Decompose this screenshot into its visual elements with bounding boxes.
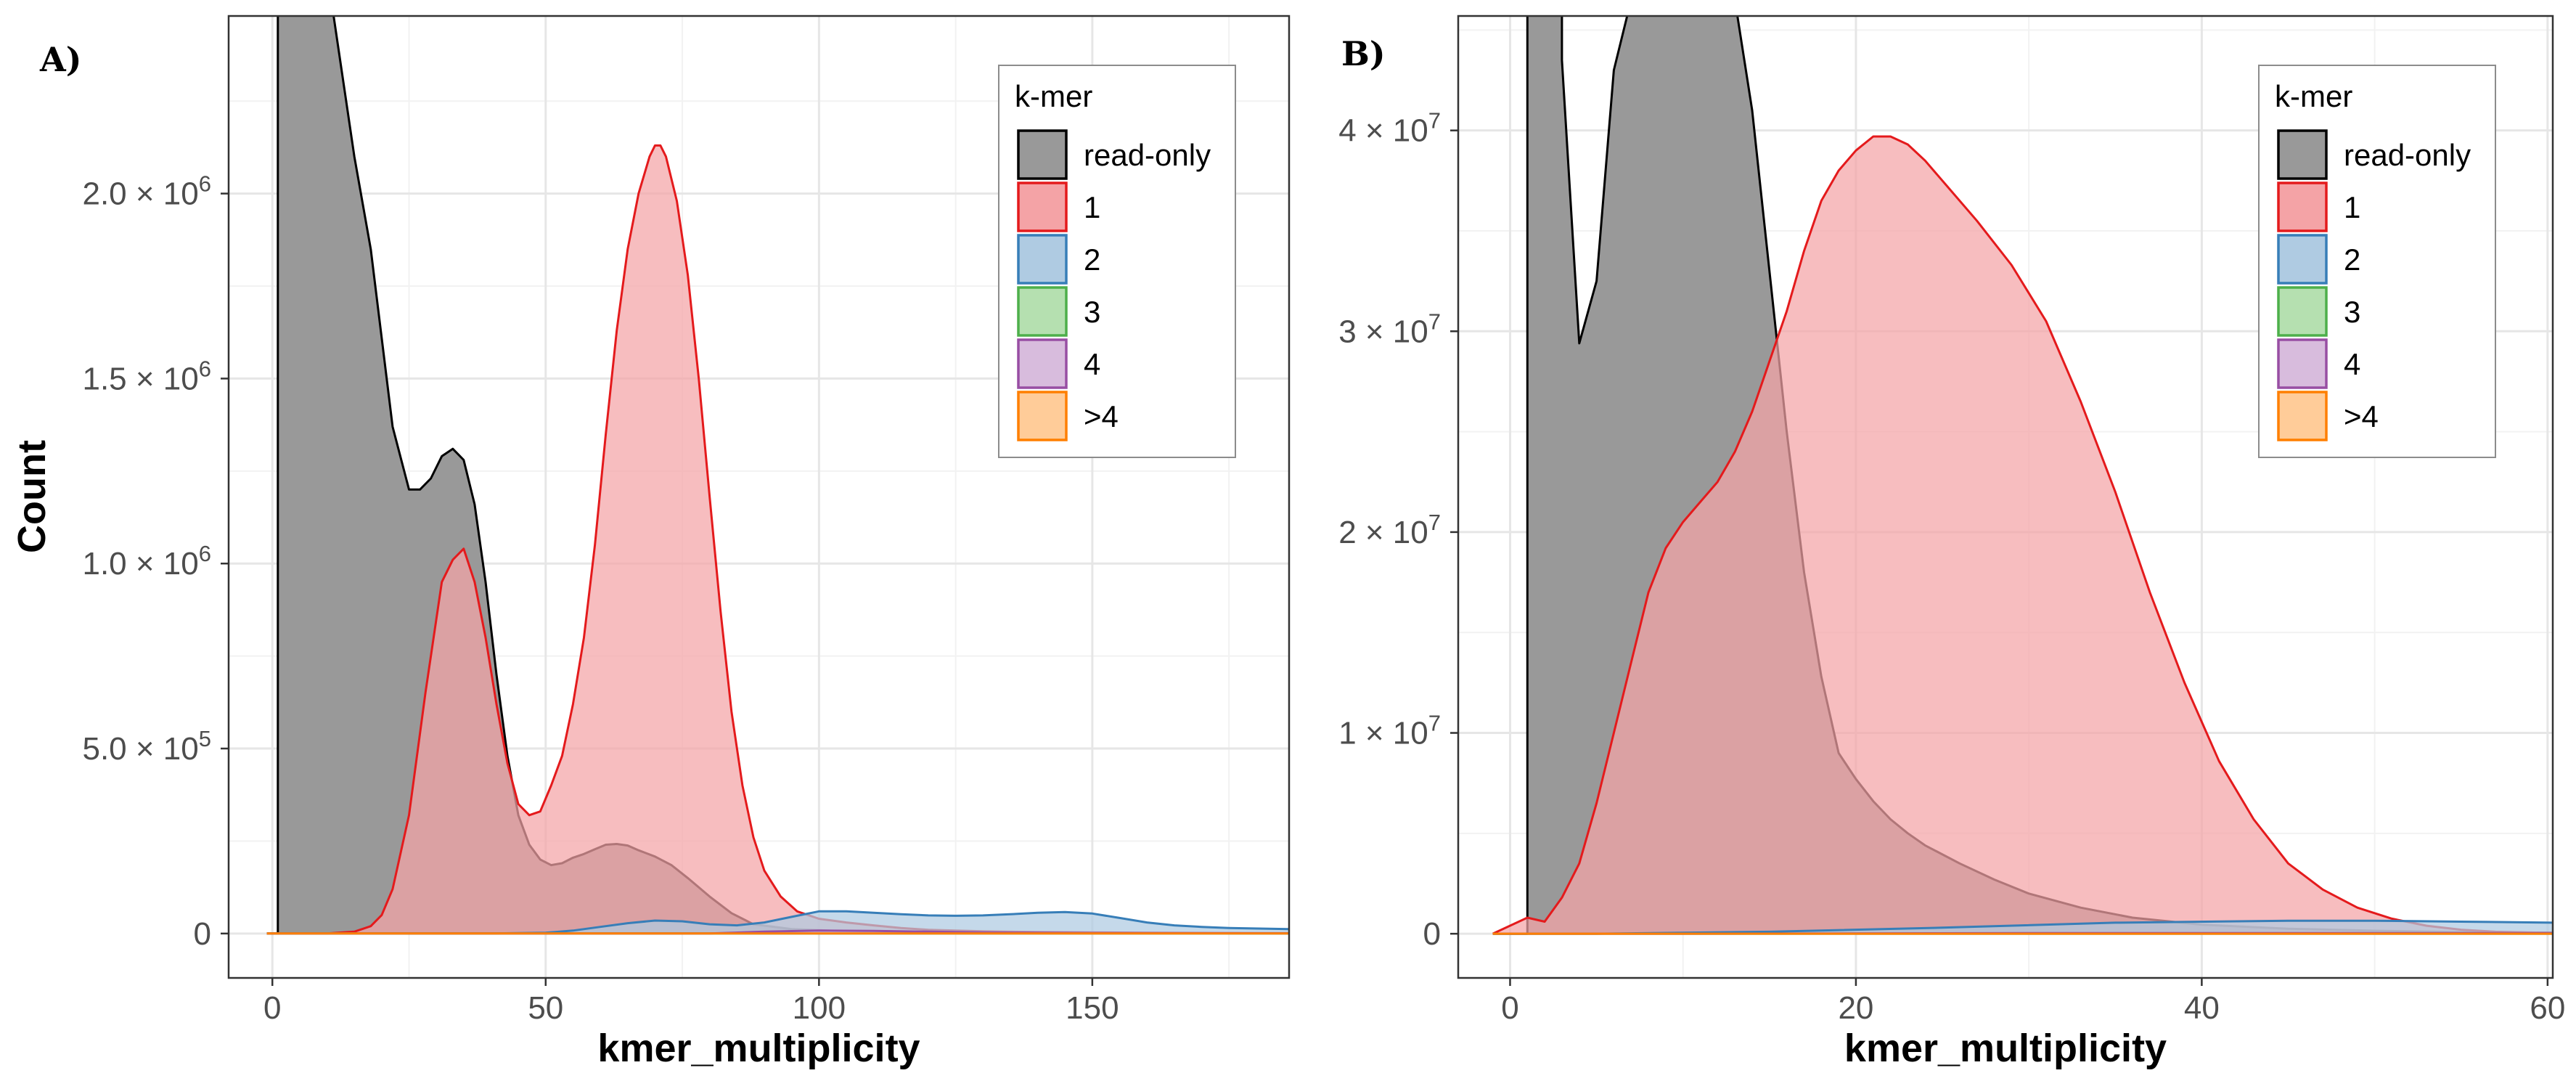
- y-axis-title: Count: [10, 440, 54, 553]
- legend-item: 1: [2277, 182, 2360, 232]
- panel-label: A): [39, 40, 81, 79]
- legend-item: 4: [2277, 338, 2360, 389]
- x-tick-label: 0: [263, 990, 281, 1026]
- y-tick-label: 2.0 × 106: [82, 171, 211, 212]
- legend-item: 4: [1017, 338, 1100, 389]
- area-1: [1492, 136, 2553, 934]
- legend-key-2: [2277, 234, 2328, 285]
- legend-label: read-only: [2344, 138, 2471, 172]
- legend-label: 1: [1084, 190, 1100, 224]
- x-tick-label: 100: [793, 990, 846, 1026]
- legend-key->4: [2277, 391, 2328, 441]
- legend-item: 1: [1017, 182, 1100, 232]
- legend-label: read-only: [1084, 138, 1211, 172]
- panel-label: B): [1341, 34, 1386, 73]
- area-read-only: [266, 16, 1289, 934]
- legend-key-1: [1017, 182, 1068, 232]
- x-tick-label: 150: [1066, 990, 1119, 1026]
- legend-label: 3: [1084, 295, 1100, 329]
- x-axis-title: kmer_multiplicity: [1844, 1027, 2167, 1070]
- legend-label: 2: [1084, 242, 1100, 277]
- legend-item: 3: [1017, 286, 1100, 337]
- line-2: [266, 910, 1289, 935]
- x-tick-label: 20: [1838, 990, 1873, 1026]
- x-tick-label: 0: [1501, 990, 1518, 1026]
- area-2: [266, 911, 1289, 934]
- legend-key-4: [1017, 338, 1068, 389]
- panel-b: 0 20 40 60 0 1 × 107 2 × 107 3 × 107 4 × 107 kmer…: [1338, 15, 2565, 1070]
- legend-key-read-only: [2277, 129, 2328, 180]
- y-tick-label: 1 × 107: [1338, 711, 1441, 751]
- x-tick-label: 60: [2530, 990, 2565, 1026]
- y-tick-label: 0: [194, 916, 211, 952]
- series-layer: [1492, 16, 2553, 935]
- legend-label: 1: [2344, 190, 2360, 224]
- series-layer: [266, 16, 1289, 935]
- legend-title: k-mer: [2275, 79, 2352, 113]
- line-1: [1492, 135, 2553, 935]
- y-tick-label: 5.0 × 105: [82, 726, 211, 767]
- x-tick-label: 40: [2184, 990, 2220, 1026]
- legend-item: 3: [2277, 286, 2360, 337]
- legend-key-2: [1017, 234, 1068, 285]
- legend-key-1: [2277, 182, 2328, 232]
- panel-border: [227, 15, 1291, 979]
- legend-item: read-only: [2277, 129, 2471, 180]
- legend-label: >4: [1084, 399, 1119, 433]
- legend-label: 2: [2344, 242, 2360, 277]
- area-2: [1492, 921, 2553, 934]
- panel-border: [1457, 15, 2554, 979]
- y-tick-label: 2 × 107: [1338, 510, 1441, 550]
- y-tick-label: 3 × 107: [1338, 309, 1441, 349]
- legend-label: >4: [2344, 399, 2379, 433]
- legend-label: 4: [1084, 347, 1100, 381]
- x-tick-label: 50: [528, 990, 563, 1026]
- legend-item: 2: [1017, 234, 1100, 285]
- legend-item: >4: [2277, 391, 2379, 441]
- panel-a: 0 50 100 150 0 5.0 × 105 1.0 × 106 1.5 × 106 2.0…: [39, 15, 1291, 1070]
- legend-title: k-mer: [1015, 79, 1092, 113]
- y-tick-label: 1.0 × 106: [82, 541, 211, 582]
- legend-key-4: [2277, 338, 2328, 389]
- y-tick-label: 0: [1423, 916, 1441, 952]
- legend-key-3: [2277, 286, 2328, 337]
- legend-item: read-only: [1017, 129, 1211, 180]
- legend-label: 3: [2344, 295, 2360, 329]
- legend-label: 4: [2344, 347, 2360, 381]
- legend-item: >4: [1017, 391, 1119, 441]
- legend-key-3: [1017, 286, 1068, 337]
- legend-key-read-only: [1017, 129, 1068, 180]
- legend: k-mer read-only 1 2 3 4 >4: [998, 65, 1236, 458]
- legend: k-mer read-only 1 2 3 4 >4: [2258, 65, 2496, 458]
- y-tick-label: 1.5 × 106: [82, 356, 211, 396]
- legend-item: 2: [2277, 234, 2360, 285]
- x-axis-title: kmer_multiplicity: [597, 1027, 920, 1070]
- y-tick-label: 4 × 107: [1338, 108, 1441, 149]
- legend-key->4: [1017, 391, 1068, 441]
